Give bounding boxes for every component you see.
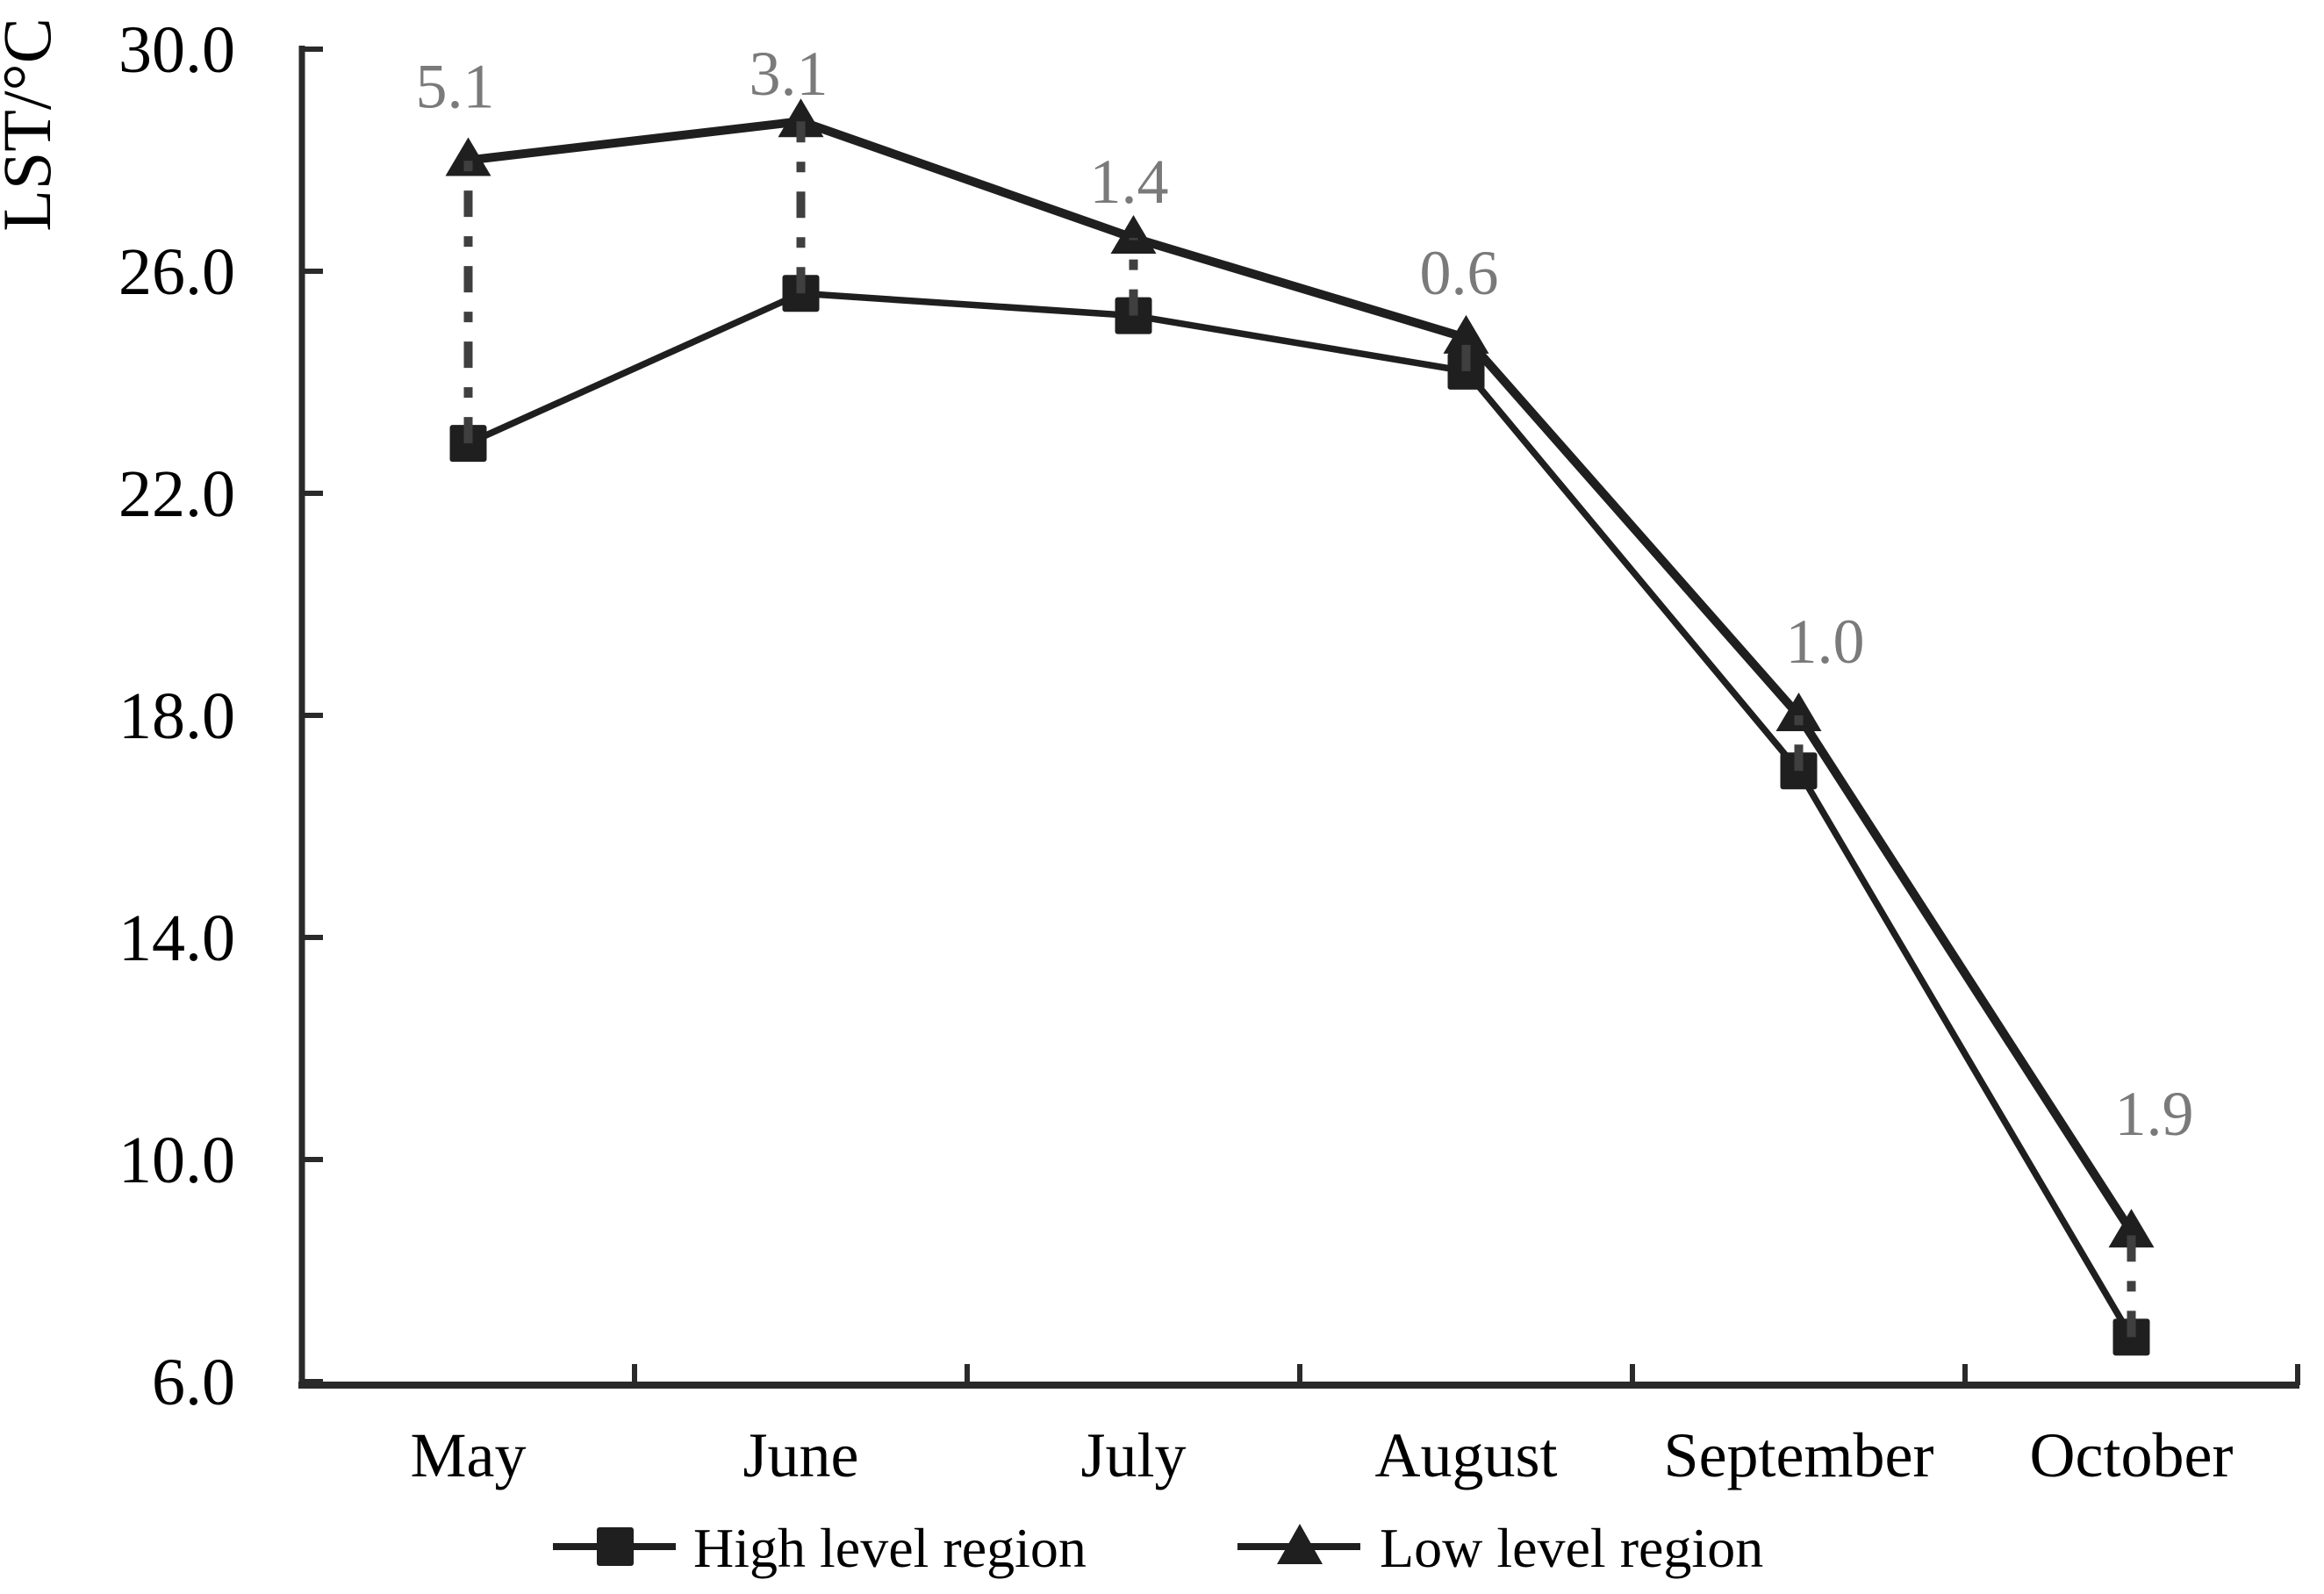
low-series-line	[467, 117, 2135, 1234]
y-tick-label: 26.0	[118, 235, 235, 309]
legend-label-low: Low level region	[1380, 1517, 1763, 1579]
x-axis-ticks	[299, 1364, 2300, 1385]
axes	[298, 46, 2299, 1389]
legend-item-low-level-region: Low level region	[1237, 1517, 1763, 1579]
difference-label: 1.0	[1786, 607, 1865, 677]
y-tick-label: 22.0	[118, 457, 235, 531]
x-axis-category-label: July	[1080, 1420, 1186, 1490]
difference-label: 1.4	[1090, 147, 1169, 217]
x-axis-category-labels: May June July August September October	[411, 1420, 2234, 1490]
x-axis-category-label: May	[411, 1420, 527, 1490]
y-tick-label: 14.0	[118, 901, 235, 975]
difference-label: 5.1	[416, 52, 495, 122]
difference-label: 3.1	[750, 39, 828, 109]
triangle-marker	[1443, 314, 1489, 354]
y-tick-label: 6.0	[152, 1346, 235, 1419]
legend: High level region Low level region	[553, 1517, 1763, 1579]
x-axis-category-label: September	[1664, 1420, 1934, 1490]
difference-connectors	[463, 121, 2136, 1338]
y-axis-tick-labels: 30.0 26.0 22.0 18.0 14.0 10.0 6.0	[118, 13, 235, 1419]
difference-labels: 5.1 3.1 1.4 0.6 1.0 1.9	[416, 39, 2194, 1149]
legend-square-marker-icon	[597, 1527, 634, 1566]
x-axis-category-label: October	[2030, 1420, 2234, 1490]
difference-label: 0.6	[1420, 238, 1499, 308]
legend-item-high-level-region: High level region	[553, 1517, 1087, 1579]
y-tick-label: 18.0	[118, 679, 235, 753]
difference-label: 1.9	[2115, 1079, 2194, 1149]
y-axis-ticks	[302, 47, 323, 1384]
triangle-marker	[1775, 693, 1822, 731]
y-tick-label: 10.0	[118, 1124, 235, 1197]
x-axis-category-label: August	[1374, 1420, 1557, 1490]
series-lines	[466, 117, 2135, 1339]
high-series-line	[466, 290, 2134, 1339]
y-tick-label: 30.0	[118, 13, 235, 87]
triangle-marker	[1110, 215, 1157, 255]
y-axis-title: LST/°C	[0, 18, 65, 232]
legend-label-high: High level region	[693, 1517, 1087, 1579]
triangle-marker	[778, 98, 824, 138]
triangle-marker	[2108, 1209, 2155, 1248]
legend-triangle-marker-icon	[1277, 1524, 1323, 1564]
x-axis-category-label: June	[743, 1420, 859, 1490]
triangle-marker	[445, 137, 491, 176]
